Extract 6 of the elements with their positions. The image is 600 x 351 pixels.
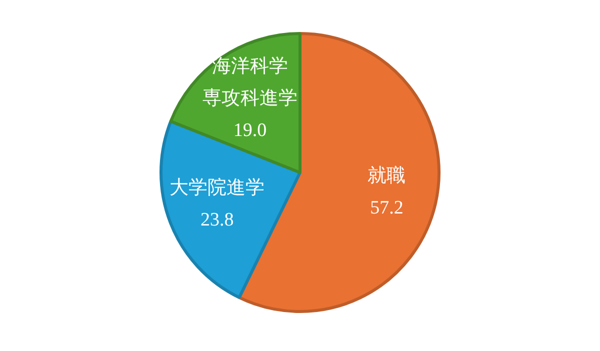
data-label: 23.8 [200,210,234,231]
slice-label: 就職 [368,165,406,186]
slice-label: 海洋科学専攻科進学 [202,56,298,109]
slice-label: 大学院進学 [170,178,265,199]
data-label: 19.0 [233,120,267,141]
data-label: 57.2 [370,197,404,218]
